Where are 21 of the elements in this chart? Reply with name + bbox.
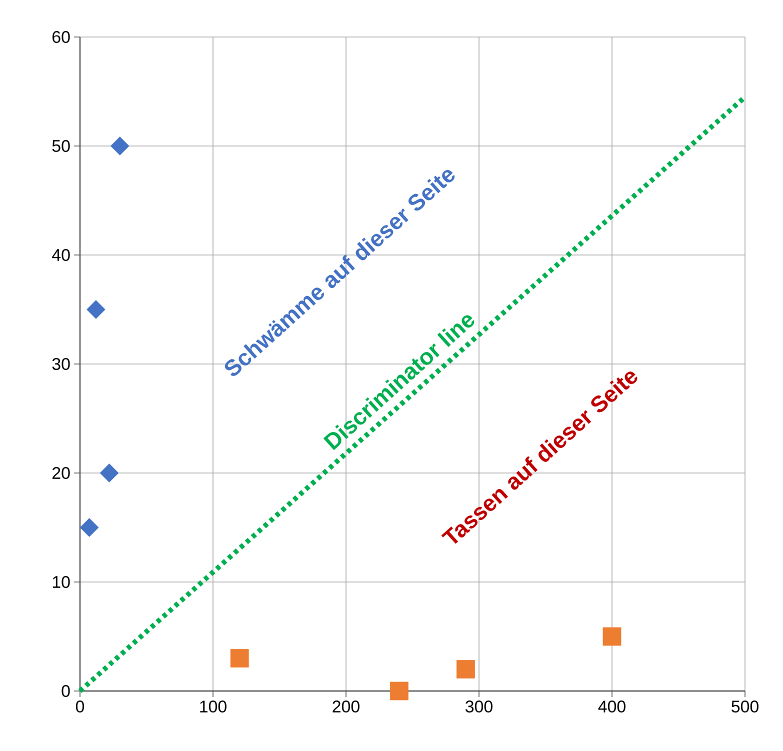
x-tick-label: 0 [76, 700, 84, 713]
point [602, 627, 622, 646]
y-tick-label: 40 [52, 248, 70, 261]
x-tick-label: 400 [598, 700, 626, 713]
x-tick-label: 100 [200, 700, 226, 713]
y-tick-label: 30 [52, 358, 70, 370]
x-tick-label: 500 [732, 700, 758, 713]
y-tick-label: 60 [52, 30, 70, 43]
y-tick-label: 10 [52, 576, 70, 588]
point [100, 464, 119, 482]
y-tick-label: 0 [62, 685, 70, 697]
x-tick-label: 200 [332, 700, 360, 713]
point [80, 518, 99, 537]
point [86, 300, 106, 319]
point [110, 136, 130, 156]
point [456, 660, 475, 678]
point [230, 649, 249, 668]
y-tick-label: 20 [52, 467, 70, 479]
x-tick-label: 300 [466, 700, 492, 713]
point [390, 682, 408, 700]
y-tick-label: 50 [52, 140, 70, 152]
